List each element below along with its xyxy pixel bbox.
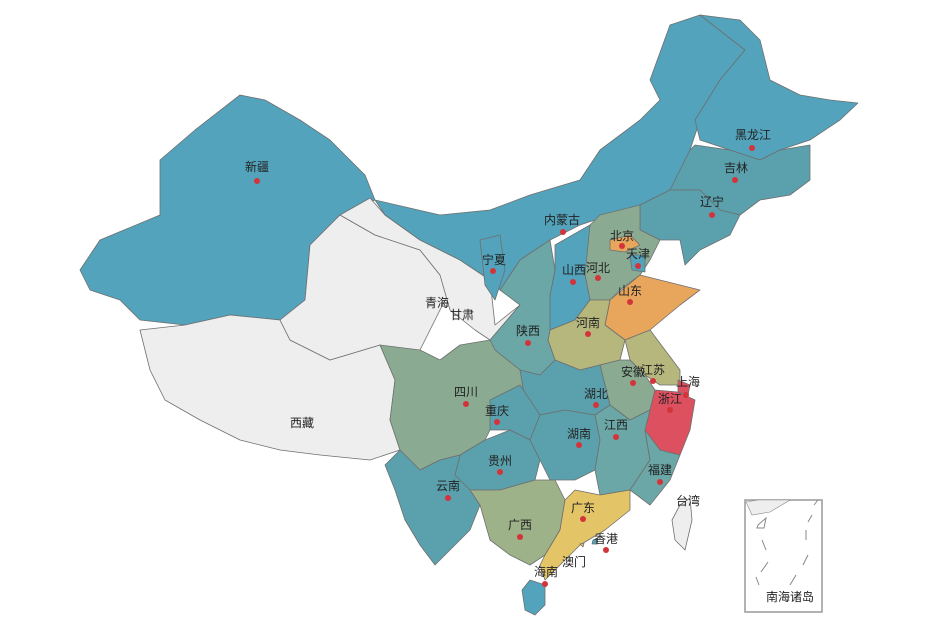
region-label: 香港 <box>594 532 618 546</box>
region-marker[interactable] <box>650 378 656 384</box>
region-label: 吉林 <box>724 161 748 175</box>
region-marker[interactable] <box>603 547 609 553</box>
region-marker[interactable] <box>683 392 689 398</box>
region-label: 江西 <box>604 418 628 432</box>
region-25[interactable] <box>529 409 601 481</box>
region-label: 福建 <box>648 462 672 477</box>
region-24[interactable] <box>384 449 481 566</box>
region-label: 上海 <box>676 374 700 389</box>
region-marker[interactable] <box>595 275 601 281</box>
region-marker[interactable] <box>560 229 566 235</box>
region-label: 天津 <box>626 247 650 261</box>
region-marker[interactable] <box>749 145 755 151</box>
region-label: 河南 <box>576 315 600 330</box>
region-label: 甘肃 <box>450 308 474 322</box>
region-label: 云南 <box>436 478 460 493</box>
region-marker[interactable] <box>254 178 260 184</box>
region-label: 黑龙江 <box>735 128 771 142</box>
region-30[interactable] <box>521 579 546 616</box>
region-29[interactable] <box>539 489 631 581</box>
region-9[interactable] <box>609 234 641 253</box>
region-33[interactable] <box>579 542 585 548</box>
region-marker[interactable] <box>593 402 599 408</box>
region-label: 青海 <box>425 295 449 310</box>
region-marker[interactable] <box>732 177 738 183</box>
region-marker[interactable] <box>613 434 619 440</box>
region-label: 贵州 <box>488 454 512 468</box>
region-label: 四川 <box>454 385 478 399</box>
region-marker[interactable] <box>667 407 673 413</box>
region-5[interactable] <box>694 14 859 161</box>
region-15[interactable] <box>479 234 506 301</box>
region-31[interactable] <box>671 497 693 551</box>
region-marker[interactable] <box>627 299 633 305</box>
region-label: 安徽 <box>621 364 645 379</box>
region-marker[interactable] <box>494 419 500 425</box>
region-marker[interactable] <box>635 263 641 269</box>
region-label: 澳门 <box>562 554 586 569</box>
inset-label: 南海诸岛 <box>766 589 814 604</box>
region-label: 重庆 <box>485 404 509 418</box>
region-marker[interactable] <box>576 442 582 448</box>
region-label: 山东 <box>618 284 642 298</box>
region-marker[interactable] <box>630 380 636 386</box>
region-label: 浙江 <box>658 392 682 406</box>
region-label: 辽宁 <box>700 194 724 209</box>
region-marker[interactable] <box>490 268 496 274</box>
region-label: 西藏 <box>290 416 314 430</box>
region-marker[interactable] <box>570 279 576 285</box>
region-label: 北京 <box>610 229 634 243</box>
region-label: 宁夏 <box>482 252 506 267</box>
region-marker[interactable] <box>709 212 715 218</box>
region-label: 江苏 <box>641 363 665 377</box>
region-marker[interactable] <box>445 495 451 501</box>
region-label: 山西 <box>562 263 586 277</box>
region-label: 广东 <box>571 501 595 515</box>
region-27[interactable] <box>629 429 681 506</box>
region-marker[interactable] <box>580 516 586 522</box>
region-label: 广西 <box>508 518 532 532</box>
region-marker[interactable] <box>497 469 503 475</box>
region-label: 河北 <box>586 261 610 275</box>
region-32[interactable] <box>591 537 599 545</box>
region-marker[interactable] <box>517 534 523 540</box>
region-label: 台湾 <box>676 493 700 508</box>
south-china-sea-inset: 南海诸岛 <box>744 499 823 613</box>
region-marker[interactable] <box>525 340 531 346</box>
region-label: 湖南 <box>567 426 591 441</box>
region-label: 陕西 <box>516 323 540 338</box>
region-marker[interactable] <box>657 479 663 485</box>
region-label: 湖北 <box>584 386 608 401</box>
region-marker[interactable] <box>619 243 625 249</box>
region-marker[interactable] <box>585 331 591 337</box>
region-marker[interactable] <box>463 401 469 407</box>
region-label: 新疆 <box>245 159 269 174</box>
region-marker[interactable] <box>542 581 548 587</box>
region-label: 内蒙古 <box>544 212 580 227</box>
region-label: 海南 <box>534 564 558 579</box>
